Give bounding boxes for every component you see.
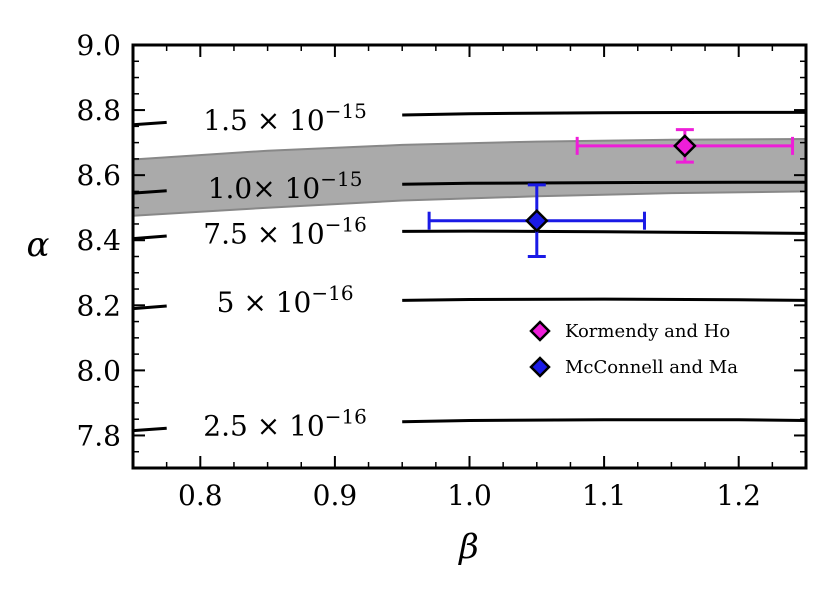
data-marker	[525, 208, 549, 233]
y-tick-label: 8.8	[76, 94, 121, 127]
contour-line	[133, 234, 167, 241]
confidence-band	[133, 137, 806, 217]
contour-line	[133, 426, 167, 433]
legend-label: Kormendy and Ho	[565, 321, 730, 342]
x-tick-label: 1.1	[582, 479, 627, 512]
y-tick-label: 8.4	[76, 224, 121, 257]
legend-entry: Kormendy and Ho	[529, 320, 730, 342]
plot-frame	[131, 43, 808, 470]
y-tick-label: 8.0	[76, 354, 121, 387]
contour-line	[133, 304, 167, 311]
contour-line	[402, 180, 806, 186]
legend-entry: McConnell and Ma	[529, 356, 738, 378]
data-point-kormendy-ho	[575, 128, 795, 164]
legend-label: McConnell and Ma	[565, 357, 738, 378]
x-tick-label: 0.9	[313, 479, 358, 512]
contour-line	[133, 120, 167, 127]
contour-label: 2.5 × 10−16	[203, 405, 367, 443]
contour-label: 7.5 × 10−16	[203, 213, 367, 251]
x-tick-label: 1.2	[716, 479, 761, 512]
contour-label: 1.5 × 10−15	[203, 99, 367, 137]
contour-line	[402, 297, 806, 302]
legend: Kormendy and Ho McConnell and Ma	[529, 320, 738, 378]
contour-line	[133, 189, 167, 195]
contour-line	[402, 418, 806, 424]
y-tick-label: 8.2	[76, 289, 121, 322]
x-axis-label: β	[457, 527, 479, 567]
contour-label: 5 × 10−16	[217, 281, 354, 319]
y-tick-label: 8.6	[76, 159, 121, 192]
y-tick-label: 7.8	[76, 419, 121, 452]
contour-label: 1.0× 10−15	[208, 167, 363, 205]
y-tick-label: 9.0	[76, 29, 121, 62]
contour-line	[402, 110, 806, 117]
contour-line	[402, 229, 806, 235]
data-point-mcconnell-ma	[427, 183, 646, 258]
y-axis-label: α	[27, 225, 50, 265]
legend-marker	[529, 356, 551, 378]
x-tick-label: 0.8	[178, 479, 223, 512]
data-marker	[673, 134, 697, 158]
legend-marker	[529, 320, 551, 342]
x-tick-label: 1.0	[447, 479, 492, 512]
